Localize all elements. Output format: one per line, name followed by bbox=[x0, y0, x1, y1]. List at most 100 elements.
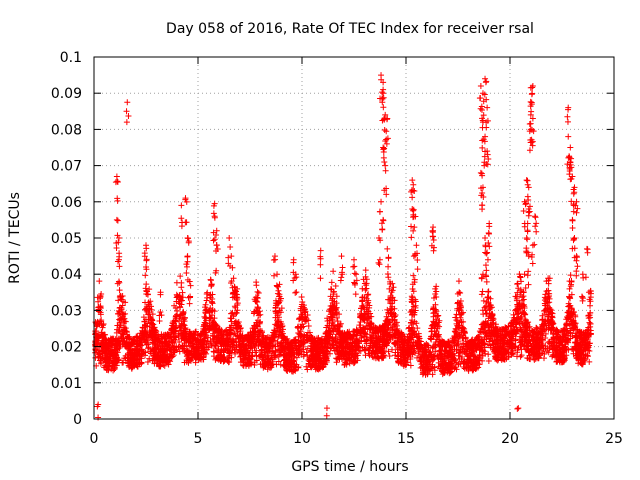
data-point bbox=[379, 350, 386, 357]
data-point bbox=[152, 356, 159, 363]
data-point bbox=[567, 330, 574, 337]
data-point bbox=[549, 336, 556, 343]
data-point bbox=[438, 368, 445, 375]
data-point bbox=[545, 349, 552, 356]
data-point bbox=[478, 338, 485, 345]
data-point bbox=[202, 346, 209, 353]
data-point bbox=[268, 364, 275, 371]
data-point bbox=[254, 288, 261, 295]
data-point bbox=[485, 288, 492, 295]
data-point bbox=[329, 334, 336, 341]
data-point bbox=[122, 299, 129, 306]
data-point bbox=[445, 359, 452, 366]
data-point bbox=[517, 286, 524, 293]
data-point bbox=[216, 326, 223, 333]
data-point bbox=[317, 348, 324, 355]
data-point bbox=[365, 291, 372, 298]
data-point bbox=[548, 324, 555, 331]
data-point bbox=[165, 358, 172, 365]
data-point bbox=[297, 307, 304, 314]
data-point bbox=[230, 313, 237, 320]
data-point bbox=[405, 325, 412, 332]
data-point bbox=[305, 323, 312, 330]
data-point bbox=[356, 322, 363, 329]
data-point bbox=[172, 334, 179, 341]
data-point bbox=[276, 281, 283, 288]
data-point bbox=[334, 321, 341, 328]
data-point bbox=[357, 348, 364, 355]
data-point bbox=[546, 299, 553, 306]
data-point bbox=[522, 317, 529, 324]
data-point bbox=[182, 326, 189, 333]
data-point bbox=[209, 332, 216, 339]
data-point bbox=[430, 333, 437, 340]
data-point bbox=[483, 310, 490, 317]
data-point bbox=[206, 326, 213, 333]
data-point bbox=[576, 329, 583, 336]
data-point bbox=[206, 320, 213, 327]
data-point bbox=[389, 334, 396, 341]
data-point bbox=[471, 362, 478, 369]
data-point bbox=[269, 354, 276, 361]
data-point bbox=[253, 279, 260, 286]
data-point bbox=[238, 341, 245, 348]
data-point bbox=[201, 321, 208, 328]
data-point bbox=[161, 347, 168, 354]
data-point bbox=[473, 334, 480, 341]
data-point bbox=[211, 326, 218, 333]
data-point bbox=[145, 316, 152, 323]
data-point bbox=[481, 304, 488, 311]
data-point bbox=[156, 363, 163, 370]
data-point bbox=[239, 338, 246, 345]
data-point bbox=[341, 330, 348, 337]
data-point bbox=[230, 290, 237, 297]
data-point bbox=[145, 344, 152, 351]
data-point bbox=[367, 340, 374, 347]
data-point bbox=[577, 333, 584, 340]
data-point bbox=[542, 318, 549, 325]
data-point bbox=[247, 345, 254, 352]
data-point bbox=[204, 289, 211, 296]
data-point bbox=[451, 346, 458, 353]
data-point bbox=[530, 328, 537, 335]
data-point bbox=[422, 348, 429, 355]
data-point bbox=[463, 348, 470, 355]
data-point bbox=[389, 294, 396, 301]
data-point bbox=[359, 294, 366, 301]
data-point bbox=[192, 329, 199, 336]
data-point bbox=[442, 343, 449, 350]
data-point bbox=[243, 361, 250, 368]
data-point bbox=[239, 362, 246, 369]
data-point bbox=[573, 333, 580, 340]
data-point bbox=[142, 299, 149, 306]
data-point bbox=[567, 272, 574, 279]
data-point bbox=[400, 352, 407, 359]
data-point bbox=[200, 356, 207, 363]
data-point bbox=[176, 303, 183, 310]
data-point bbox=[410, 303, 417, 310]
data-point bbox=[222, 328, 229, 335]
data-point bbox=[241, 343, 248, 350]
data-point bbox=[111, 352, 118, 359]
data-point bbox=[171, 348, 178, 355]
data-point bbox=[130, 352, 137, 359]
data-point bbox=[441, 369, 448, 376]
data-point bbox=[200, 325, 207, 332]
data-point bbox=[368, 320, 375, 327]
data-point bbox=[517, 274, 524, 281]
data-point bbox=[388, 289, 395, 296]
data-point bbox=[275, 352, 282, 359]
data-point bbox=[225, 347, 232, 354]
data-point bbox=[181, 315, 188, 322]
data-point bbox=[461, 328, 468, 335]
data-point bbox=[507, 336, 514, 343]
data-point bbox=[431, 343, 438, 350]
data-point bbox=[518, 278, 525, 285]
data-point bbox=[199, 331, 206, 338]
data-point bbox=[271, 331, 278, 338]
data-point bbox=[386, 352, 393, 359]
data-point bbox=[586, 319, 593, 326]
data-point bbox=[288, 340, 295, 347]
data-point bbox=[514, 281, 521, 288]
data-point bbox=[176, 338, 183, 345]
